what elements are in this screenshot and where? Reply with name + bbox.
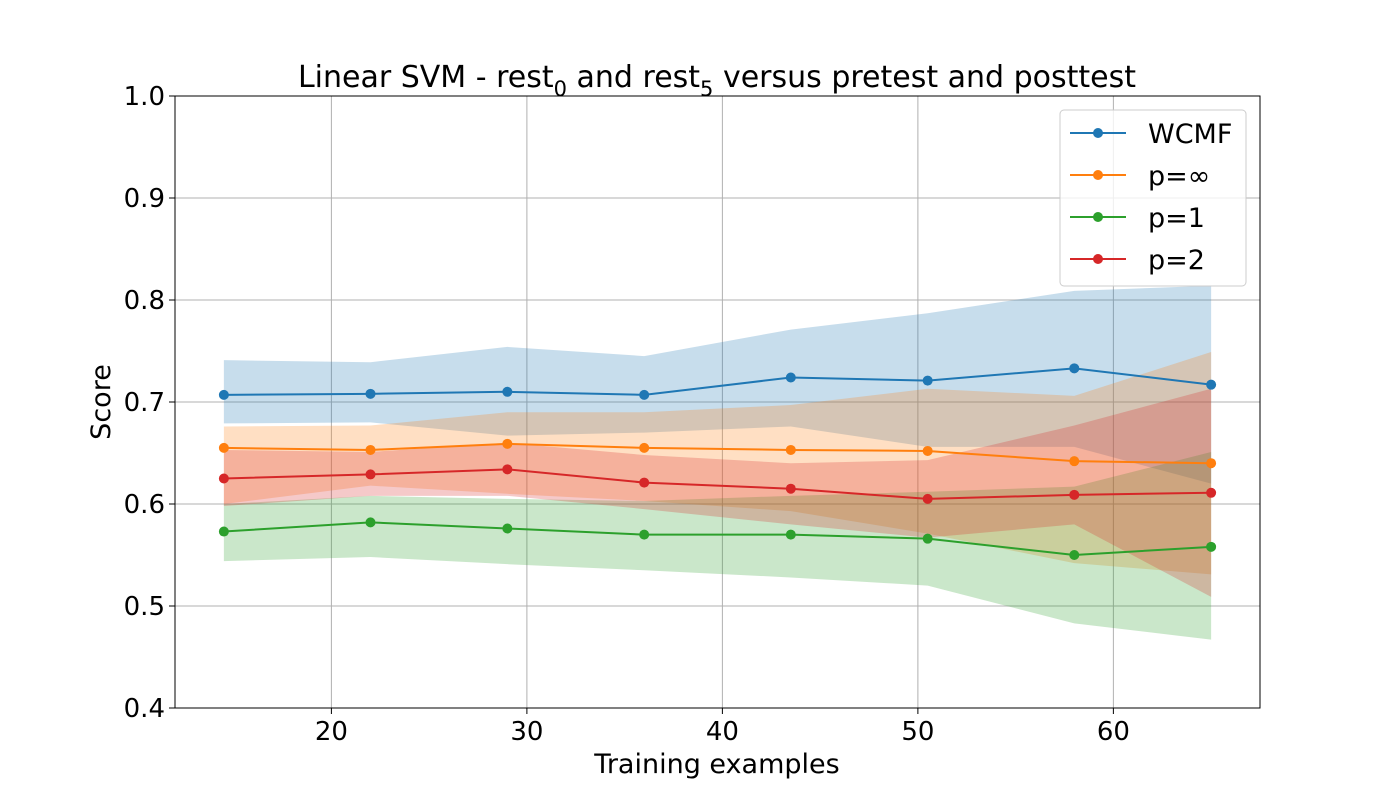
- data-point-series-0: [639, 389, 650, 400]
- data-point-series-1: [639, 442, 650, 453]
- data-point-series-3: [502, 464, 513, 475]
- series-line-1: [223, 442, 1212, 465]
- data-point-series-3: [1069, 489, 1080, 500]
- series-line-2: [223, 521, 1212, 557]
- data-point-series-0: [922, 375, 933, 386]
- legend-marker: [1093, 212, 1103, 222]
- legend-box: [1059, 109, 1247, 287]
- data-point-series-2: [785, 529, 796, 540]
- x-axis-label: Training examples: [593, 749, 839, 780]
- data-point-series-1: [922, 445, 933, 456]
- series-line-0: [223, 367, 1212, 396]
- data-point-series-0: [785, 372, 796, 383]
- x-tick-label: 60: [1097, 717, 1130, 747]
- data-point-series-2: [639, 529, 650, 540]
- data-point-series-2: [365, 517, 376, 528]
- confidence-band-series-1: [223, 352, 1212, 575]
- legend-marker: [1093, 170, 1103, 180]
- data-point-series-3: [365, 469, 376, 480]
- legend-marker: [1093, 254, 1103, 264]
- data-point-series-2: [1206, 541, 1217, 552]
- data-point-series-2: [1069, 550, 1080, 560]
- legend-label: p=2: [1148, 245, 1205, 276]
- legend-label: p=∞: [1148, 161, 1210, 192]
- data-point-series-0: [218, 389, 229, 400]
- data-point-series-0: [1069, 363, 1080, 374]
- data-point-series-3: [1206, 487, 1217, 498]
- legend-label: WCMF: [1148, 119, 1232, 150]
- data-point-series-3: [785, 483, 796, 494]
- y-tick-label: 0.8: [124, 286, 165, 316]
- legend-label: p=1: [1148, 203, 1205, 234]
- legend: WCMF p=∞ p=1 p=2: [1059, 109, 1247, 287]
- confidence-band-series-2: [223, 451, 1212, 640]
- legend-marker: [1093, 128, 1103, 138]
- y-tick-label: 0.4: [124, 694, 165, 724]
- y-tick-label: 1.0: [124, 82, 165, 112]
- confidence-band-series-0: [223, 285, 1212, 484]
- data-point-series-2: [922, 533, 933, 544]
- y-tick-label: 0.5: [124, 592, 165, 622]
- x-tick-label: 20: [315, 717, 348, 747]
- data-point-series-0: [1206, 379, 1217, 390]
- data-point-series-1: [218, 442, 229, 453]
- data-point-series-1: [1069, 456, 1080, 467]
- series-line-3: [223, 468, 1212, 500]
- x-tick-label: 30: [510, 717, 543, 747]
- confidence-band-series-3: [223, 388, 1212, 597]
- confidence-bands: [223, 285, 1212, 640]
- axis-ticks: 20 30 40 50 60 0.4 0.5 0.6 0.7 0.8 0.9 1.0: [124, 82, 1130, 747]
- y-tick-label: 0.9: [124, 184, 165, 214]
- data-point-series-1: [365, 444, 376, 455]
- y-axis-label: Score: [86, 364, 117, 440]
- y-tick-label: 0.6: [124, 490, 165, 520]
- data-point-series-3: [639, 477, 650, 488]
- data-point-series-0: [502, 386, 513, 397]
- y-tick-label: 0.7: [124, 388, 165, 418]
- data-point-series-2: [218, 526, 229, 537]
- data-point-series-0: [365, 388, 376, 399]
- x-tick-label: 50: [901, 717, 934, 747]
- data-point-series-1: [1206, 458, 1217, 469]
- data-point-series-2: [502, 523, 513, 534]
- chart-title: Linear SVM - rest0 and rest5 versus pret…: [298, 60, 1136, 101]
- data-point-series-3: [922, 493, 933, 504]
- data-point-series-3: [218, 473, 229, 484]
- series-lines: [218, 363, 1217, 560]
- data-point-series-1: [502, 438, 513, 449]
- data-point-series-1: [785, 444, 796, 455]
- x-tick-label: 40: [706, 717, 739, 747]
